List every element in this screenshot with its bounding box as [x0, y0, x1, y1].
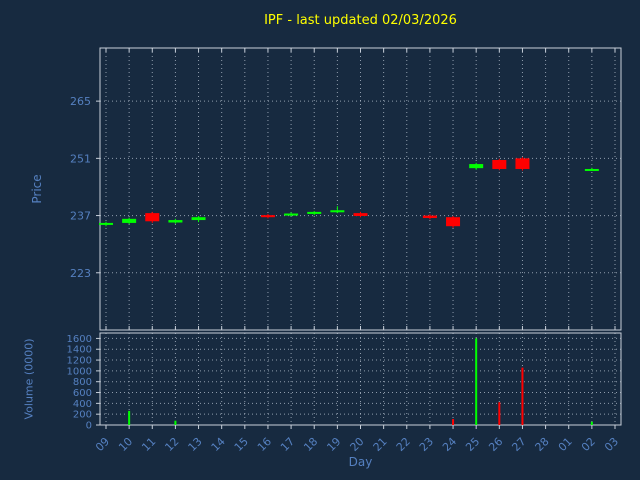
candle-body	[330, 210, 345, 213]
day-tick-label: 17	[278, 435, 297, 454]
day-tick-label: 24	[440, 435, 459, 454]
day-tick-label: 03	[602, 435, 621, 454]
price-tick-label: 223	[70, 267, 91, 280]
day-tick-label: 22	[394, 435, 413, 454]
candle-body	[422, 215, 437, 219]
candle-body	[469, 164, 484, 169]
day-tick-label: 20	[348, 435, 367, 454]
price-axis-label: Price	[30, 174, 44, 204]
day-tick-label: 15	[232, 435, 251, 454]
volume-tick-label: 1400	[67, 345, 92, 356]
candle-body	[307, 211, 322, 214]
volume-bar	[498, 402, 501, 425]
day-tick-label: 26	[486, 435, 505, 454]
volume-axis-label: Volume (0000)	[22, 338, 36, 420]
volume-tick-label: 200	[73, 410, 92, 421]
volume-tick-label: 600	[73, 388, 92, 399]
volume-tick-label: 0	[86, 421, 92, 432]
volume-tick-label: 1200	[67, 356, 92, 367]
day-tick-label: 10	[116, 435, 135, 454]
volume-bar	[174, 420, 177, 425]
day-tick-label: 02	[579, 435, 598, 454]
candle-body	[168, 220, 183, 223]
price-tick-label: 237	[70, 210, 91, 223]
day-tick-label: 13	[186, 435, 205, 454]
candle-body	[353, 213, 368, 216]
price-panel-frame	[99, 47, 622, 331]
day-tick-label: 09	[93, 435, 112, 454]
volume-bar	[475, 338, 478, 425]
volume-tick-label: 800	[73, 377, 92, 388]
volume-tick-label: 1600	[67, 334, 92, 345]
candle-body	[284, 213, 299, 216]
volume-tick-label: 400	[73, 399, 92, 410]
candle-body	[99, 222, 113, 225]
volume-bar	[128, 410, 131, 425]
volume-panel-frame	[99, 332, 622, 426]
candle-body	[191, 217, 206, 221]
day-tick-label: 27	[509, 435, 528, 454]
volume-bar	[590, 421, 593, 425]
day-tick-label: 16	[255, 435, 274, 454]
candle-body	[260, 215, 275, 218]
candle-body	[122, 218, 137, 223]
day-tick-label: 11	[139, 435, 158, 454]
volume-bar	[521, 367, 524, 425]
volume-tick-label: 1000	[67, 366, 92, 377]
price-tick-label: 265	[70, 95, 91, 108]
candle-body	[584, 168, 599, 171]
chart-title: IPF - last updated 02/03/2026	[264, 13, 457, 28]
candle-body	[446, 217, 461, 227]
day-tick-label: 23	[417, 435, 436, 454]
day-axis-label: Day	[348, 455, 373, 469]
day-tick-label: 12	[162, 435, 181, 454]
day-tick-label: 14	[209, 435, 228, 454]
day-tick-label: 25	[463, 435, 482, 454]
day-tick-label: 18	[301, 435, 320, 454]
day-tick-label: 19	[324, 435, 343, 454]
candle-body	[145, 213, 160, 222]
volume-bar	[452, 419, 455, 425]
day-tick-label: 21	[371, 435, 390, 454]
price-tick-label: 251	[70, 152, 91, 165]
day-tick-label: 28	[533, 435, 552, 454]
candle-body	[515, 158, 530, 169]
day-tick-label: 01	[556, 435, 575, 454]
candle-body	[492, 159, 507, 169]
